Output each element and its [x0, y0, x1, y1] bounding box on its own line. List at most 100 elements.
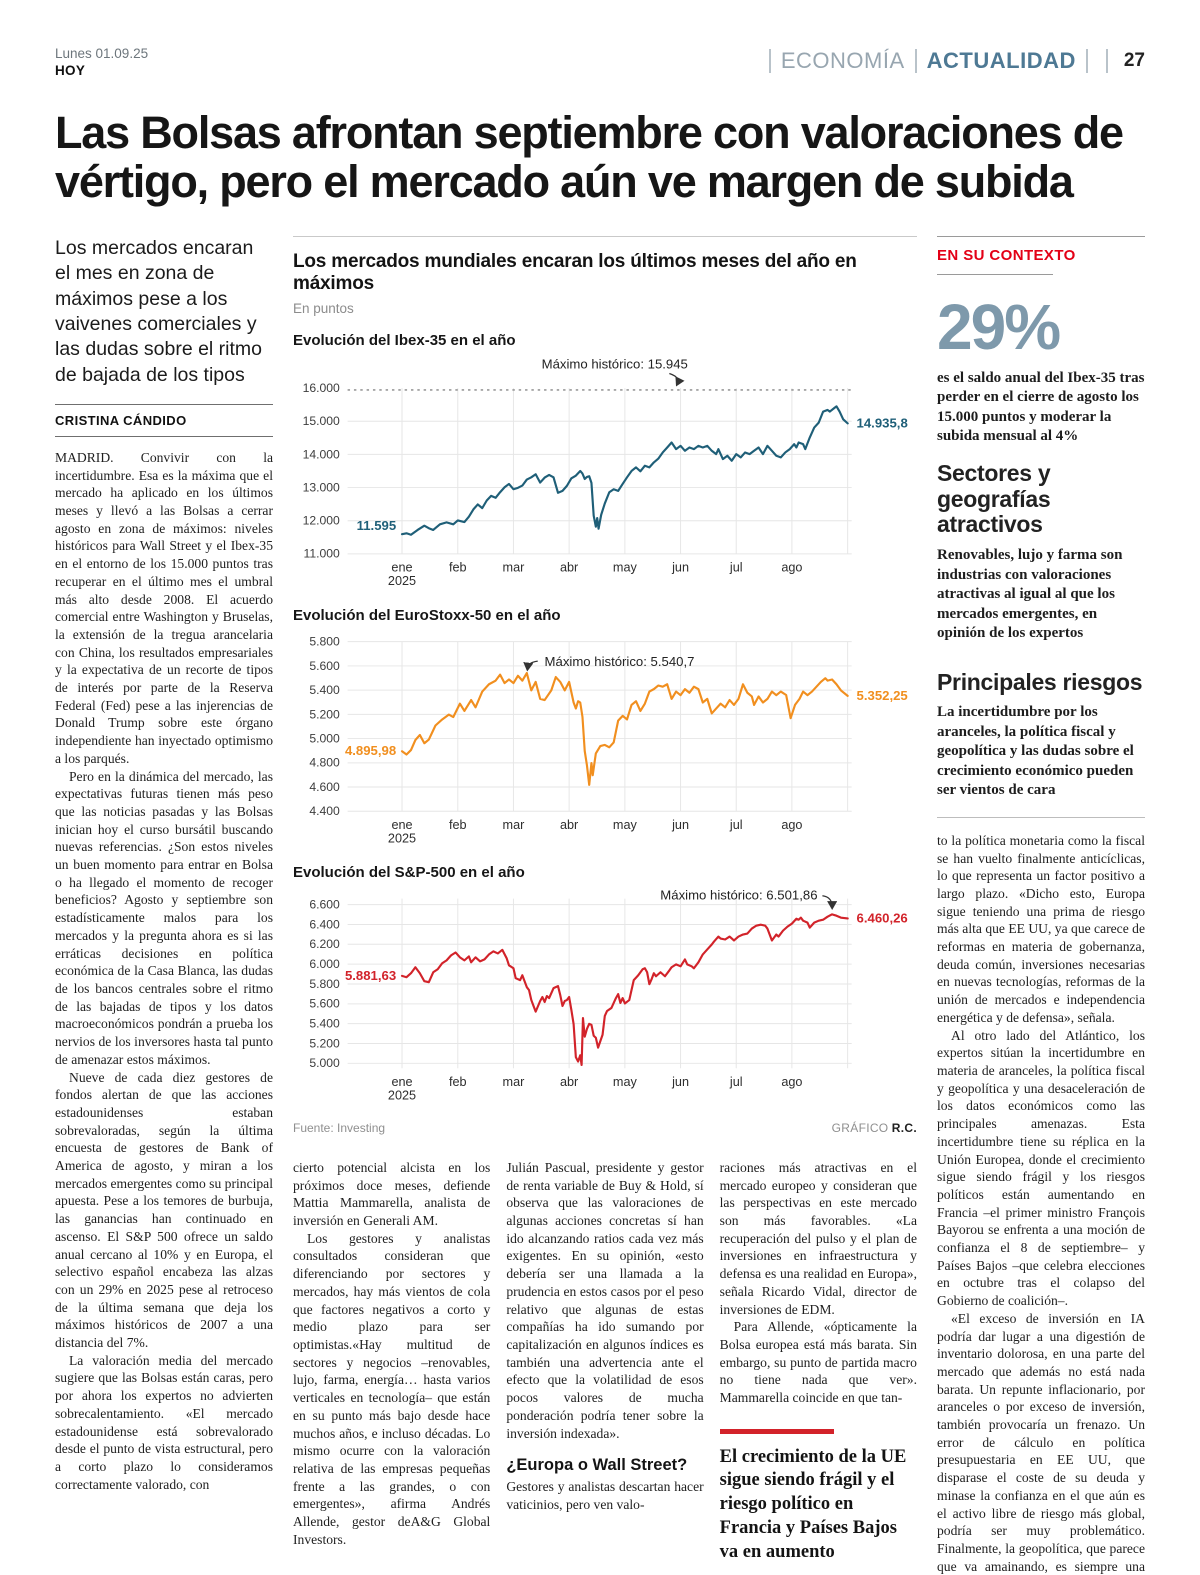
ibex35-chart: Evolución del Ibex-35 en el año 16.000 15…: [293, 332, 917, 597]
article-body-col3: Julián Pascual, presidente y gestor de r…: [506, 1159, 703, 1564]
svg-text:jun: jun: [671, 1075, 689, 1089]
rule: [937, 816, 1145, 818]
svg-text:may: may: [613, 817, 638, 831]
rule: [55, 435, 273, 437]
svg-text:Máximo histórico: 5.540,7: Máximo histórico: 5.540,7: [545, 654, 695, 669]
sidebar-heading-sectores: Sectores y geografías atractivos: [937, 459, 1051, 538]
svg-text:6.460,26: 6.460,26: [857, 910, 908, 925]
pullquote-text: El crecimiento de la UE sigue siendo frá…: [719, 1446, 907, 1562]
svg-text:Máximo histórico: 15.945: Máximo histórico: 15.945: [542, 356, 688, 371]
svg-text:ago: ago: [781, 560, 802, 574]
svg-text:jun: jun: [671, 817, 689, 831]
svg-text:abr: abr: [560, 1075, 578, 1089]
sidebar-kicker: EN SU CONTEXTO: [937, 246, 1076, 264]
svg-text:5.600: 5.600: [309, 997, 340, 1011]
svg-text:jul: jul: [729, 817, 743, 831]
svg-text:2025: 2025: [388, 574, 416, 588]
chart-title: Evolución del S&P-500 en el año: [293, 863, 525, 881]
sidebar-heading-riesgos: Principales riesgos: [937, 668, 1143, 695]
credit-name: R.C.: [891, 1120, 917, 1135]
eurostoxx50-line-chart: 5.800 5.600 5.400 5.200 5.000 4.800 4.600 4.400…: [309, 634, 907, 845]
svg-text:jun: jun: [671, 560, 689, 574]
article-paragraph: Al otro lado del Atlántico, los expertos…: [937, 1027, 1145, 1309]
article-paragraph: raciones más atractivas en el mercado eu…: [719, 1159, 917, 1317]
article-paragraph: cierto potencial alcista en los próximos…: [293, 1159, 491, 1229]
article-body-col5: to la política monetaria como la fiscal …: [937, 832, 1145, 1575]
article-body-col1: MADRID. Convivir con la incertidumbre. E…: [55, 449, 273, 1493]
svg-text:2025: 2025: [388, 831, 416, 845]
chart-footer: Fuente: Investing GRÁFICO R.C.: [293, 1121, 917, 1135]
article-paragraph: Nueve de cada diez gestores de fondos al…: [55, 1069, 273, 1351]
svg-text:feb: feb: [449, 1075, 467, 1089]
svg-text:4.895,98: 4.895,98: [345, 743, 396, 758]
svg-text:14.000: 14.000: [303, 447, 340, 461]
svg-text:5.881,63: 5.881,63: [345, 968, 396, 983]
middle-column: Los mercados mundiales encaran los últim…: [293, 235, 917, 1575]
svg-text:abr: abr: [560, 817, 578, 831]
standfirst: Los mercados encaran el mes en zona de m…: [55, 236, 263, 386]
svg-text:5.200: 5.200: [309, 707, 340, 721]
svg-text:14.935,8: 14.935,8: [857, 415, 908, 430]
sidebar-paragraph: La incertidumbre por los aranceles, la p…: [937, 704, 1134, 799]
article-paragraph: to la política monetaria como la fiscal …: [937, 832, 1145, 1025]
main-content: Los mercados encaran el mes en zona de m…: [55, 235, 1145, 1575]
svg-text:11.595: 11.595: [357, 518, 397, 533]
credit-label: GRÁFICO: [831, 1120, 889, 1135]
svg-text:6.600: 6.600: [309, 897, 340, 911]
sp500-chart: Evolución del S&P-500 en el año 6.600 6.4…: [293, 864, 917, 1111]
svg-text:5.400: 5.400: [309, 683, 340, 697]
svg-text:ago: ago: [781, 1075, 802, 1089]
svg-text:feb: feb: [449, 817, 467, 831]
article-paragraph: Los gestores y analistas consultados con…: [293, 1230, 491, 1547]
svg-text:4.600: 4.600: [309, 780, 340, 794]
svg-text:ene: ene: [391, 1075, 412, 1089]
page-header: Lunes 01.09.25 HOY ECONOMÍA ACTUALIDAD 2…: [55, 46, 1145, 80]
rule: [937, 273, 1054, 275]
sidebar-paragraph: Renovables, lujo y farma son industrias …: [937, 547, 1123, 642]
chart-block-title: Los mercados mundiales encaran los últim…: [293, 250, 857, 294]
svg-text:2025: 2025: [388, 1088, 416, 1102]
divider-bar: [914, 49, 917, 73]
rule: [937, 235, 1145, 237]
article-paragraph: Pero en la dinámica del mercado, las exp…: [55, 768, 273, 1067]
subhead-europa-wall-street: ¿Europa o Wall Street?: [506, 1456, 688, 1475]
svg-text:15.000: 15.000: [303, 414, 340, 428]
rule: [293, 235, 917, 237]
article-paragraph: Julián Pascual, presidente y gestor de r…: [506, 1159, 704, 1441]
eurostoxx50-chart: Evolución del EuroStoxx-50 en el año 5.8…: [293, 607, 917, 854]
headline: Las Bolsas afrontan septiembre con valor…: [55, 106, 1124, 207]
left-column: Los mercados encaran el mes en zona de m…: [55, 236, 273, 1575]
section-economia: ECONOMÍA: [780, 48, 905, 73]
divider-bar: [1085, 49, 1088, 73]
article-paragraph: La valoración media del mercado sugiere …: [55, 1352, 273, 1492]
article-paragraph: «El exceso de inversión en IA podría dar…: [937, 1310, 1145, 1574]
svg-text:Máximo histórico: 6.501,86: Máximo histórico: 6.501,86: [660, 887, 817, 902]
sp500-line-chart: 6.600 6.400 6.200 6.000 5.800 5.600 5.400 5.200…: [309, 887, 908, 1102]
svg-text:6.200: 6.200: [309, 937, 340, 951]
sidebar-big-number-text: es el saldo anual del Ibex-35 tras perde…: [937, 369, 1145, 445]
svg-text:mar: mar: [503, 560, 525, 574]
sidebar-big-number: 29%: [937, 290, 1061, 363]
svg-text:5.400: 5.400: [309, 1016, 340, 1030]
article-body-col2: cierto potencial alcista en los próximos…: [293, 1159, 490, 1564]
svg-text:12.000: 12.000: [303, 513, 340, 527]
svg-text:5.000: 5.000: [309, 1056, 340, 1070]
svg-text:mar: mar: [503, 817, 525, 831]
svg-text:6.400: 6.400: [309, 917, 340, 931]
chart-title: Evolución del Ibex-35 en el año: [293, 331, 516, 349]
svg-text:ene: ene: [391, 817, 412, 831]
svg-text:mar: mar: [503, 1075, 525, 1089]
article-paragraph: Para Allende, «ópticamente la Bolsa euro…: [719, 1319, 917, 1406]
page-number: 27: [1123, 50, 1145, 71]
byline: CRISTINA CÁNDIDO: [55, 412, 187, 428]
svg-text:5.600: 5.600: [309, 658, 340, 672]
svg-text:6.000: 6.000: [309, 957, 340, 971]
pullquote-bar: [719, 1428, 835, 1434]
ibex35-line-chart: 16.000 15.000 14.000 13.000 12.000 11.000 ene2…: [303, 356, 908, 588]
article-body-col4: raciones más atractivas en el mercado eu…: [719, 1159, 917, 1564]
section-block: ECONOMÍA ACTUALIDAD 27: [768, 46, 1145, 74]
brand-label: HOY: [55, 62, 86, 78]
divider-bar: [768, 49, 771, 73]
svg-text:jul: jul: [729, 1075, 743, 1089]
